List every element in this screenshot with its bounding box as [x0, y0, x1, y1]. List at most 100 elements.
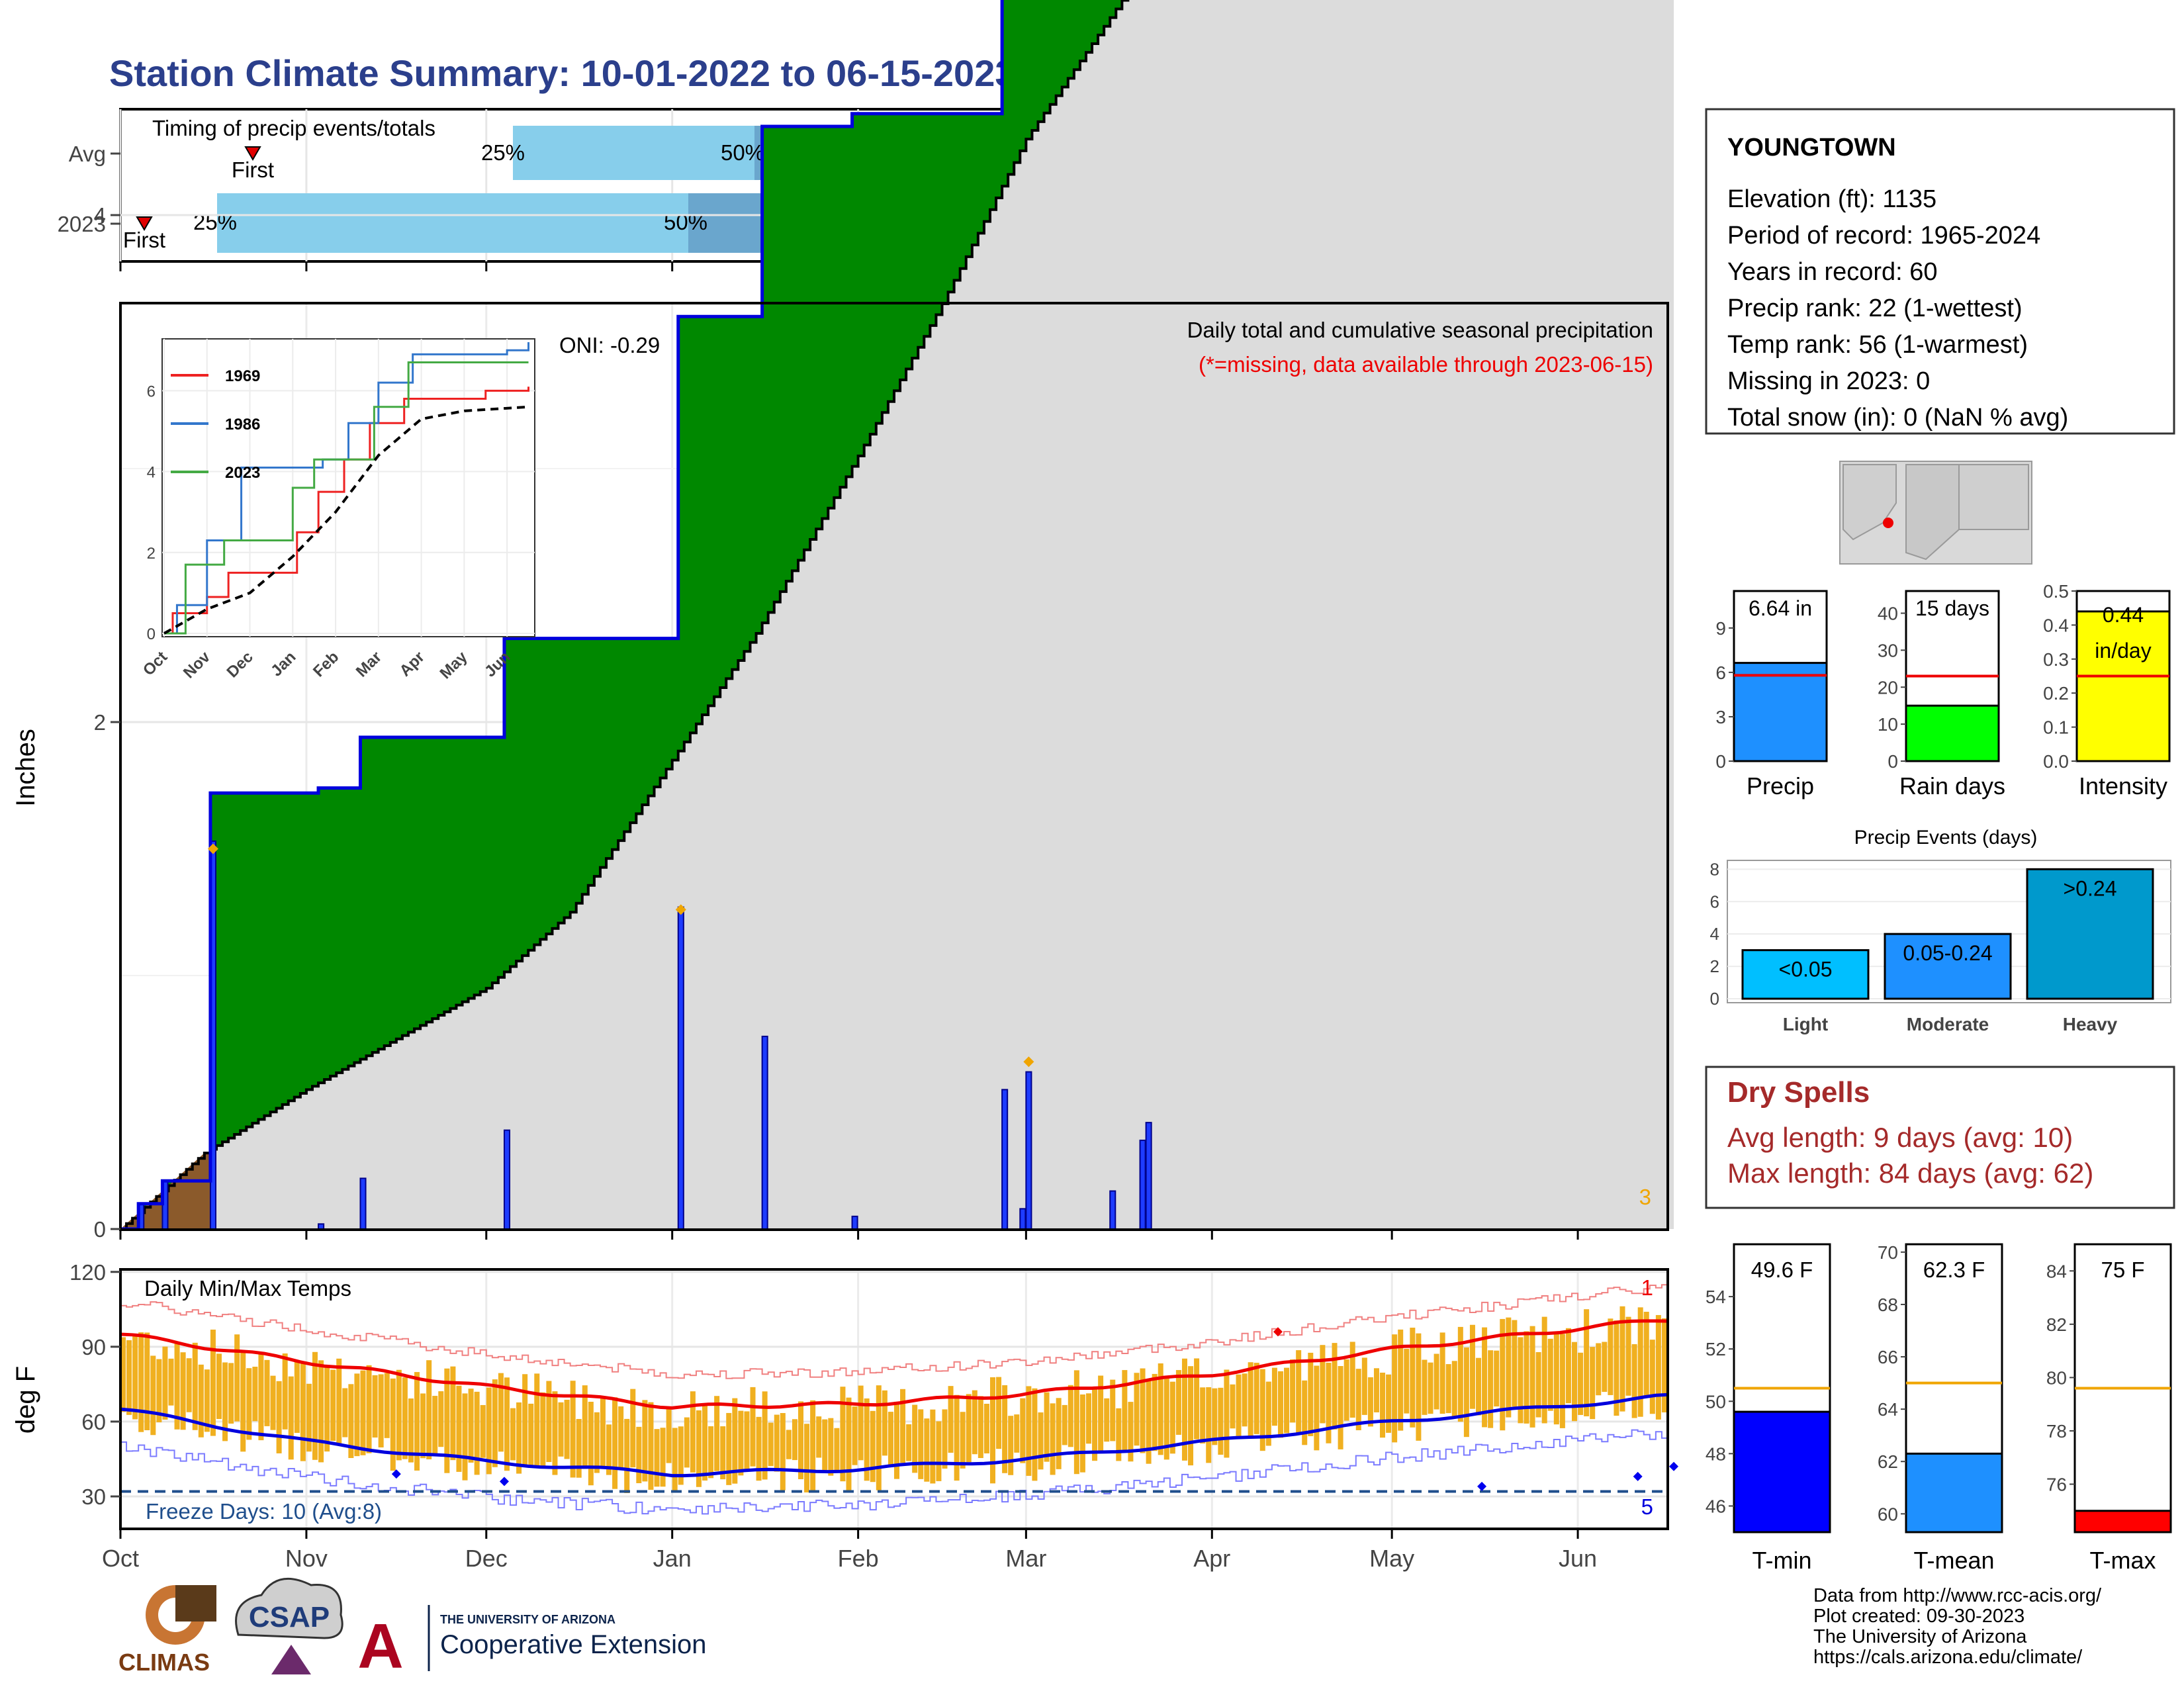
station-info-line: Precip rank: 22 (1-wettest): [1727, 295, 2023, 322]
daily-precip-bar: [1145, 1122, 1152, 1230]
mini-bar-tick-label: 0: [1888, 751, 1898, 772]
daily-temp-bar: [1206, 1387, 1212, 1463]
timing-caption: Timing of precip events/totals: [152, 116, 435, 140]
station-location-dot: [1883, 518, 1893, 528]
temp-bar-value-label: 62.3 F: [1923, 1257, 1985, 1282]
daily-temp-bar: [522, 1374, 528, 1465]
record-day-marker: [1023, 1056, 1034, 1068]
mini-bar-tick-label: 0.4: [2043, 615, 2069, 635]
events-bar: [1741, 949, 1870, 1000]
daily-temp-bar: [1494, 1350, 1500, 1407]
daily-temp-bar: [492, 1379, 498, 1467]
temp-bar-tick-label: 48: [1706, 1443, 1726, 1464]
daily-temp-bar: [174, 1342, 180, 1430]
temp-bar-tick-label: 78: [2046, 1421, 2067, 1441]
daily-temp-bar: [1175, 1370, 1181, 1435]
daily-temp-bar: [1146, 1381, 1152, 1464]
daily-temp-bar: [600, 1397, 606, 1469]
daily-temp-bar: [936, 1421, 942, 1481]
daily-temp-bar: [1625, 1316, 1631, 1396]
daily-temp-bar: [120, 1337, 126, 1412]
events-category-label: Light: [1783, 1014, 1828, 1034]
daily-temp-bar: [684, 1417, 690, 1468]
daily-temp-bar: [1524, 1331, 1529, 1424]
daily-temp-bar: [462, 1393, 468, 1481]
record-day-marker: [675, 904, 686, 915]
temp-ylabel: deg F: [11, 1366, 40, 1434]
daily-temp-bar: [348, 1384, 354, 1458]
daily-temp-bar: [414, 1372, 420, 1471]
daily-temp-bar: [786, 1430, 792, 1459]
mini-bar-tick-label: 0.0: [2043, 751, 2069, 772]
station-info-line: Total snow (in): 0 (NaN % avg): [1727, 404, 2068, 432]
timing-row-label: 2023: [58, 212, 106, 236]
daily-temp-bar: [1380, 1372, 1386, 1438]
daily-temp-bar: [1265, 1381, 1271, 1446]
normal-min-line: [120, 1393, 1668, 1478]
mini-bar-tick-label: 3: [1715, 707, 1726, 727]
ua-big-text: Cooperative Extension: [440, 1630, 706, 1659]
daily-temp-bar: [1512, 1320, 1518, 1407]
daily-temp-bar: [402, 1377, 408, 1459]
daily-temp-bar: [996, 1377, 1002, 1449]
precip-ytick-label: 0: [94, 1217, 106, 1242]
daily-temp-bar: [1529, 1326, 1535, 1428]
daily-temp-bar: [498, 1373, 504, 1452]
daily-temp-bar: [1158, 1363, 1163, 1455]
daily-temp-bar: [1085, 1393, 1091, 1444]
daily-temp-bar: [1200, 1387, 1206, 1444]
daily-temp-bar: [612, 1397, 618, 1489]
csap-logo: CSAP: [235, 1577, 343, 1674]
daily-temp-bar: [1152, 1373, 1158, 1451]
daily-temp-bar: [330, 1369, 336, 1441]
temp-ytick-label: 120: [69, 1260, 106, 1285]
daily-temp-bar: [1637, 1307, 1643, 1417]
month-label: Nov: [285, 1545, 328, 1572]
temp-bar-tick-label: 82: [2046, 1314, 2067, 1335]
daily-precip-bar: [677, 906, 684, 1230]
normal-max-line: [120, 1319, 1668, 1410]
daily-temp-bar: [983, 1404, 989, 1454]
daily-temp-bar: [1163, 1376, 1169, 1460]
daily-temp-bar: [822, 1419, 828, 1473]
daily-temp-bar: [1140, 1368, 1146, 1453]
temp-caption: Daily Min/Max Temps: [144, 1276, 351, 1301]
daily-temp-bar: [480, 1404, 486, 1458]
cumulative-2023-line: [120, 0, 1004, 1231]
daily-temp-bar: [1110, 1379, 1116, 1441]
daily-temp-bar: [240, 1351, 246, 1452]
events-title: Precip Events (days): [1854, 827, 2038, 848]
station-info-line: Elevation (ft): 1135: [1727, 185, 1936, 213]
daily-temp-bar: [528, 1403, 534, 1467]
daily-temp-bar: [282, 1353, 288, 1430]
daily-temp-bar: [1104, 1398, 1110, 1442]
daily-temp-bar: [468, 1389, 474, 1463]
inset-series-line: [164, 361, 529, 635]
daily-temp-bar: [1259, 1369, 1265, 1451]
daily-temp-bar: [1410, 1328, 1416, 1428]
dry-spells-avg: Avg length: 9 days (avg: 10): [1727, 1122, 2073, 1153]
daily-temp-bar: [564, 1399, 570, 1459]
daily-temp-bar: [618, 1406, 624, 1470]
daily-temp-bar: [588, 1401, 594, 1486]
daily-temp-bar: [288, 1376, 294, 1460]
daily-temp-bar: [1469, 1324, 1475, 1409]
daily-temp-bar: [912, 1404, 918, 1473]
daily-temp-bar: [960, 1412, 966, 1469]
daily-temp-bar: [606, 1424, 612, 1475]
daily-temp-bar: [756, 1416, 762, 1481]
daily-temp-bar: [294, 1361, 300, 1434]
climas-logo-text: CLIMAS: [118, 1649, 210, 1676]
ua-logo: A THE UNIVERSITY OF ARIZONA Cooperative Ex…: [357, 1605, 706, 1682]
daily-temp-bar: [234, 1334, 240, 1422]
record-low-marker: [1477, 1481, 1487, 1491]
daily-temp-bar: [989, 1377, 995, 1484]
temp-bar-value: [1905, 1452, 2003, 1533]
daily-temp-bar: [408, 1398, 414, 1463]
events-category-label: Heavy: [2063, 1014, 2118, 1034]
daily-temp-bar: [840, 1387, 846, 1482]
daily-temp-bar: [1116, 1408, 1122, 1461]
daily-temp-bar: [270, 1375, 276, 1430]
2023-quartile-25-50: [217, 193, 688, 253]
daily-temp-bar: [708, 1426, 714, 1479]
